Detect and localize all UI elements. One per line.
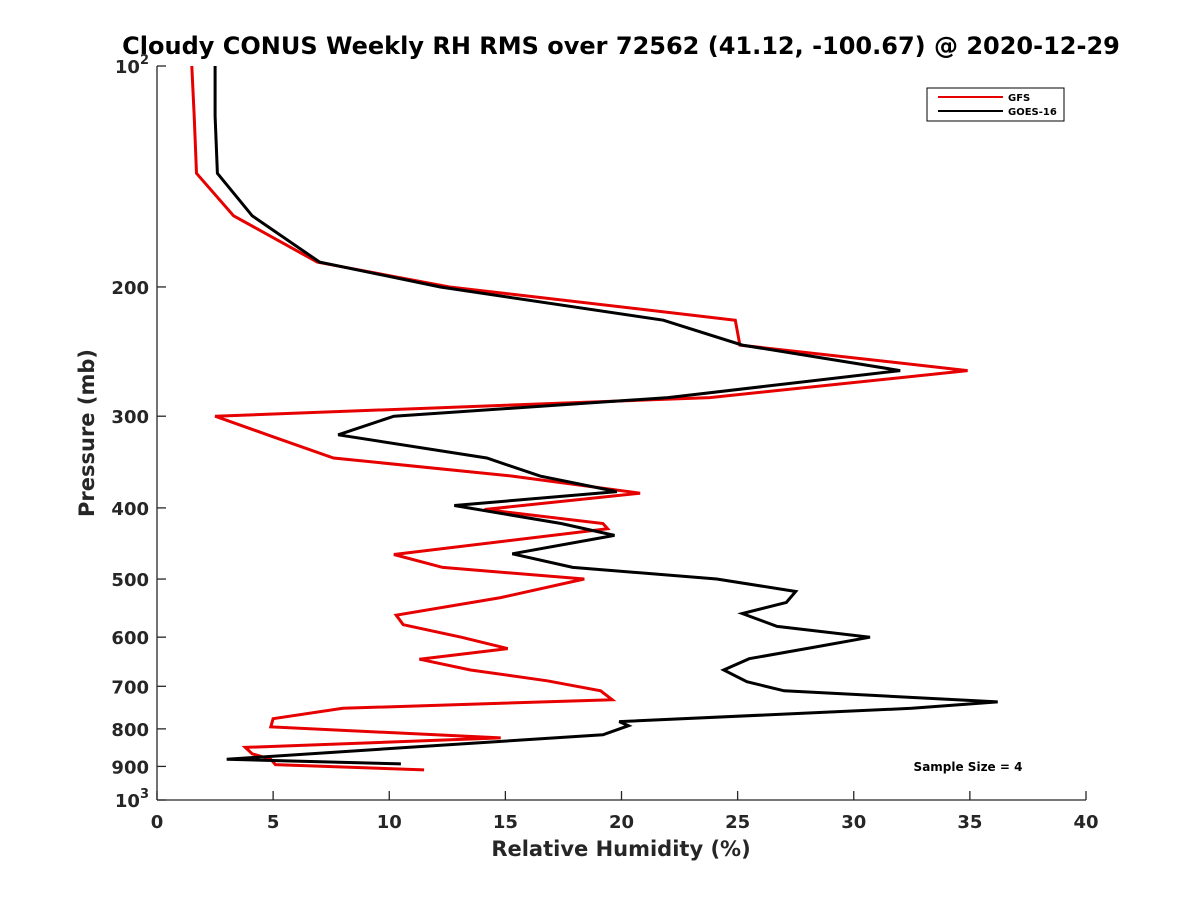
series-line-goes-16	[213, 66, 998, 766]
legend-label-gfs: GFS	[1008, 93, 1030, 104]
plot-area: 0 5 10 15 20 25 30 35 40 102 200 300 400 500 600 700 80…	[111, 53, 1098, 833]
series-layer	[190, 65, 998, 772]
y-tick-label: 600	[111, 628, 149, 649]
sample-size-annotation: Sample Size = 4	[914, 760, 1023, 774]
x-tick-label: 5	[267, 812, 280, 833]
series-line-gfs	[190, 65, 968, 772]
x-tick-label: 25	[725, 812, 750, 833]
y-tick-label: 102	[115, 53, 149, 78]
y-tick-label: 103	[115, 787, 149, 812]
x-tick-label: 10	[377, 812, 402, 833]
legend: GFS GOES-16	[926, 87, 1065, 122]
y-ticks: 102 200 300 400 500 600 700 800 900 103	[111, 53, 166, 812]
y-axis-label: Pressure (mb)	[75, 349, 99, 517]
plot-background	[157, 66, 1086, 800]
chart-title: Cloudy CONUS Weekly RH RMS over 72562 (4…	[122, 32, 1120, 60]
y-tick-label: 900	[111, 757, 149, 778]
y-tick-label: 200	[111, 278, 149, 299]
x-tick-label: 20	[609, 812, 634, 833]
legend-box	[926, 87, 1065, 122]
x-tick-label: 40	[1073, 812, 1098, 833]
y-tick-label: 500	[111, 570, 149, 591]
y-tick-label: 400	[111, 499, 149, 520]
x-ticks: 0 5 10 15 20 25 30 35 40	[151, 791, 1099, 833]
y-tick-label: 300	[111, 407, 149, 428]
x-tick-label: 15	[493, 812, 518, 833]
x-axis-label: Relative Humidity (%)	[491, 837, 750, 861]
x-tick-label: 0	[151, 812, 164, 833]
y-tick-label: 700	[111, 677, 149, 698]
y-tick-label: 800	[111, 720, 149, 741]
x-tick-label: 30	[841, 812, 866, 833]
legend-label-goes-16: GOES-16	[1008, 107, 1057, 118]
x-tick-label: 35	[957, 812, 982, 833]
